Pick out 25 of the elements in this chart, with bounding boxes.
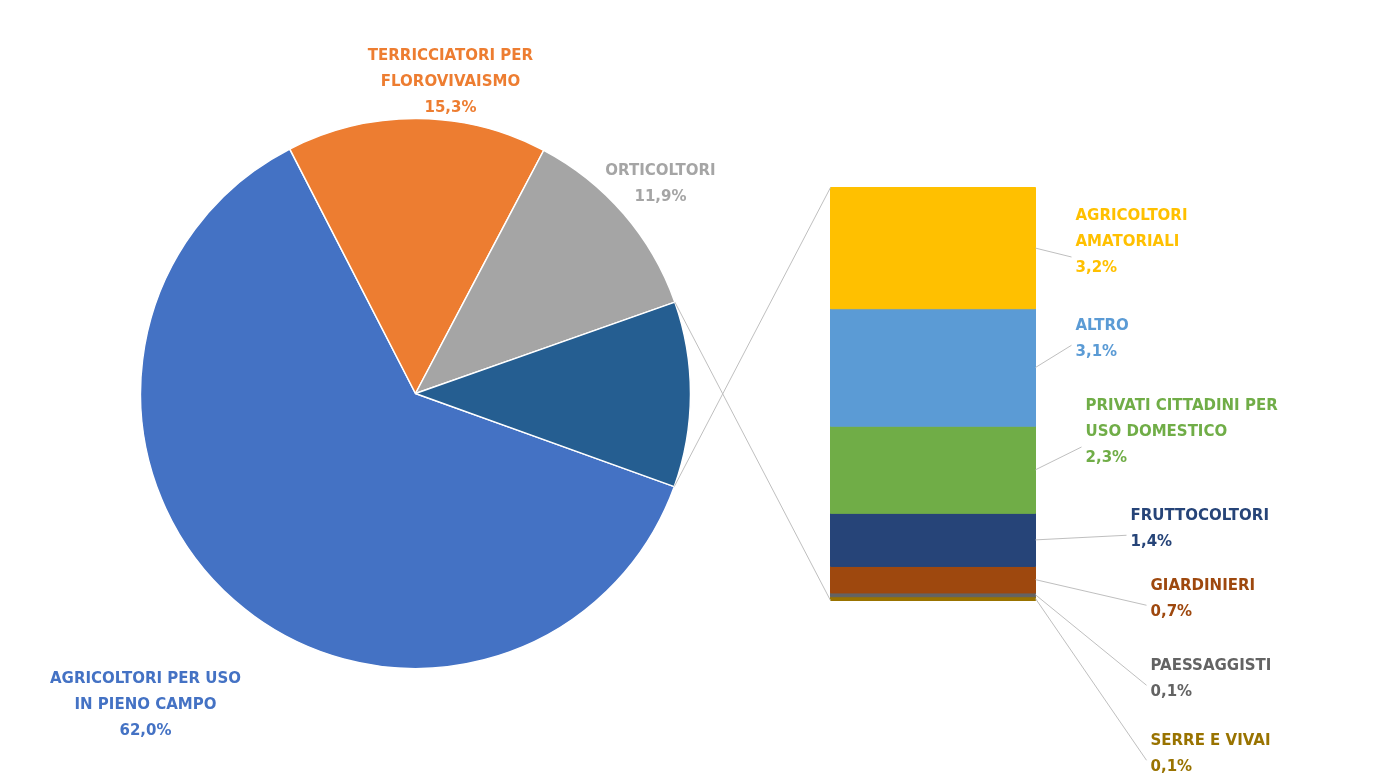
data-label: 0,1%	[1150, 681, 1193, 700]
bar	[830, 308, 1036, 427]
text: PAESSAGGISTI	[1150, 655, 1272, 674]
data-label: 62,0%	[119, 720, 172, 739]
data-label: 3,1%	[1075, 341, 1118, 360]
bar	[830, 512, 1036, 567]
data-label: 15,3%	[424, 97, 477, 116]
slice-label: AGRICOLTORI PER USO IN PIENO CAMPO	[50, 668, 241, 713]
text: FRUTTOCOLTORI	[1130, 505, 1269, 524]
data-label: 1,4%	[1130, 531, 1173, 550]
data-label: 11,9%	[634, 186, 687, 205]
bar	[830, 187, 1036, 310]
slice-label: ORTICOLTORI	[605, 160, 716, 179]
data-label: 0,1%	[1150, 756, 1193, 775]
text: AGRICOLTORI AMATORIALI	[1075, 205, 1188, 250]
text: ALTRO	[1075, 315, 1129, 334]
bar	[830, 425, 1036, 514]
text: SERRE E VIVAI	[1150, 730, 1271, 749]
data-label: 0,7%	[1150, 601, 1193, 620]
bar	[830, 565, 1036, 594]
data-label: 3,2%	[1075, 257, 1118, 276]
text: GIARDINIERI	[1150, 575, 1256, 594]
data-label: 2,3%	[1085, 447, 1128, 466]
text: PRIVATI CITTADINI PER USO DOMESTICO	[1085, 395, 1279, 440]
slice-label: TERRICCIATORI PER FLOROVIVAISMO	[367, 45, 534, 90]
